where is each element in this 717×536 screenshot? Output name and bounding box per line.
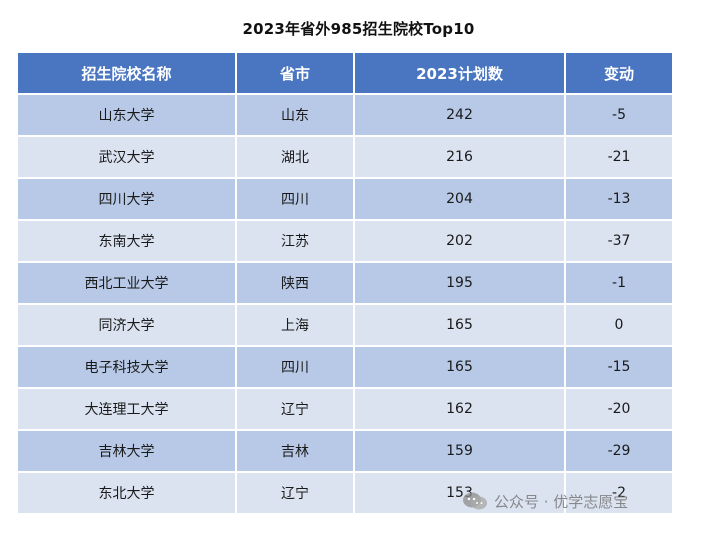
cell-province: 辽宁 bbox=[235, 387, 355, 431]
table-row: 武汉大学 湖北 216 -21 bbox=[16, 135, 674, 179]
table-row: 电子科技大学 四川 165 -15 bbox=[16, 345, 674, 389]
header-plan-2023: 2023计划数 bbox=[353, 51, 566, 95]
watermark: 公众号 · 优学志愿宝 bbox=[462, 489, 628, 513]
cell-change: -2 bbox=[564, 471, 674, 515]
cell-change: -13 bbox=[564, 177, 674, 221]
cell-plan: 165 bbox=[353, 345, 566, 389]
cell-plan: 216 bbox=[353, 135, 566, 179]
cell-province: 四川 bbox=[235, 177, 355, 221]
table-row: 山东大学 山东 242 -5 bbox=[16, 93, 674, 137]
cell-plan: 165 bbox=[353, 303, 566, 347]
cell-school: 四川大学 bbox=[16, 177, 237, 221]
cell-school: 同济大学 bbox=[16, 303, 237, 347]
cell-school: 东南大学 bbox=[16, 219, 237, 263]
cell-change: -5 bbox=[564, 93, 674, 137]
cell-plan: 195 bbox=[353, 261, 566, 305]
cell-province: 陕西 bbox=[235, 261, 355, 305]
cell-change: -37 bbox=[564, 219, 674, 263]
header-change: 变动 bbox=[564, 51, 674, 95]
cell-change: -29 bbox=[564, 429, 674, 473]
cell-school: 山东大学 bbox=[16, 93, 237, 137]
table-row: 西北工业大学 陕西 195 -1 bbox=[16, 261, 674, 305]
cell-change: -20 bbox=[564, 387, 674, 431]
cell-school: 吉林大学 bbox=[16, 429, 237, 473]
table-row: 吉林大学 吉林 159 -29 bbox=[16, 429, 674, 473]
cell-plan: 242 bbox=[353, 93, 566, 137]
cell-school: 东北大学 bbox=[16, 471, 237, 515]
cell-province: 江苏 bbox=[235, 219, 355, 263]
cell-school: 武汉大学 bbox=[16, 135, 237, 179]
cell-change: -1 bbox=[564, 261, 674, 305]
watermark-text: 公众号 · 优学志愿宝 bbox=[494, 492, 629, 511]
cell-school: 大连理工大学 bbox=[16, 387, 237, 431]
cell-province: 山东 bbox=[235, 93, 355, 137]
table-row: 同济大学 上海 165 0 bbox=[16, 303, 674, 347]
header-school-name: 招生院校名称 bbox=[16, 51, 237, 95]
header-province: 省市 bbox=[235, 51, 355, 95]
table-row: 东北大学 辽宁 153 -2 bbox=[16, 471, 674, 515]
cell-plan: 159 bbox=[353, 429, 566, 473]
cell-plan: 204 bbox=[353, 177, 566, 221]
table-title: 2023年省外985招生院校Top10 bbox=[242, 20, 475, 38]
cell-change: 0 bbox=[564, 303, 674, 347]
table-row: 东南大学 江苏 202 -37 bbox=[16, 219, 674, 263]
cell-change: -15 bbox=[564, 345, 674, 389]
cell-change: -21 bbox=[564, 135, 674, 179]
enrollment-table: 招生院校名称 省市 2023计划数 变动 山东大学 山东 242 -5 武汉大学… bbox=[16, 51, 674, 515]
cell-school: 西北工业大学 bbox=[16, 261, 237, 305]
cell-plan: 162 bbox=[353, 387, 566, 431]
cell-province: 四川 bbox=[235, 345, 355, 389]
cell-province: 湖北 bbox=[235, 135, 355, 179]
cell-province: 吉林 bbox=[235, 429, 355, 473]
header-row: 招生院校名称 省市 2023计划数 变动 bbox=[16, 51, 674, 95]
cell-school: 电子科技大学 bbox=[16, 345, 237, 389]
wechat-official-account-icon bbox=[463, 492, 487, 510]
cell-plan: 202 bbox=[353, 219, 566, 263]
cell-province: 上海 bbox=[235, 303, 355, 347]
cell-plan: 153 bbox=[353, 471, 566, 515]
cell-province: 辽宁 bbox=[235, 471, 355, 515]
table-row: 大连理工大学 辽宁 162 -20 bbox=[16, 387, 674, 431]
table-row: 四川大学 四川 204 -13 bbox=[16, 177, 674, 221]
